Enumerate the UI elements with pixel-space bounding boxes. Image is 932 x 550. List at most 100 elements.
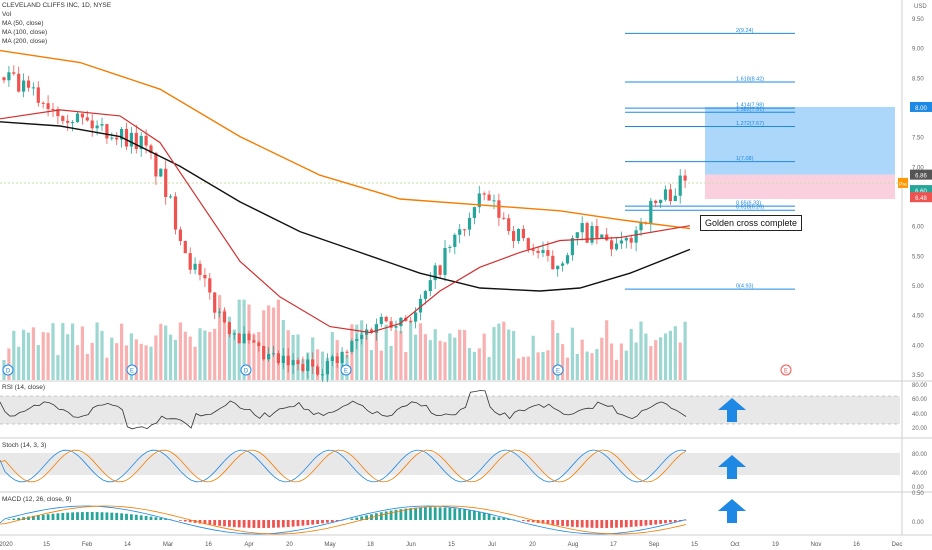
candle-body xyxy=(66,120,70,123)
currency-label: USD xyxy=(914,4,927,10)
volume-bar xyxy=(409,320,413,380)
stoch-tick-label: 40.00 xyxy=(912,471,928,477)
volume-bar xyxy=(183,331,187,380)
macd-hist-bar xyxy=(526,520,530,522)
macd-hist-bar xyxy=(164,518,168,520)
time-tick-label: Mar xyxy=(163,542,173,548)
candle-body xyxy=(472,207,476,218)
candle-body xyxy=(51,108,55,110)
candle-body xyxy=(325,361,329,375)
volume-bar xyxy=(634,342,638,380)
macd-hist-bar xyxy=(183,520,187,522)
candle-body xyxy=(203,274,207,279)
stoch-band xyxy=(0,453,900,475)
candle-body xyxy=(291,360,295,366)
ma100-line xyxy=(0,121,691,292)
candle-body xyxy=(71,122,75,124)
candle-body xyxy=(595,226,599,238)
macd-hist-bar xyxy=(360,516,364,520)
volume-bar xyxy=(271,307,276,380)
price-tick-label: 9.50 xyxy=(912,17,924,23)
event-marker xyxy=(240,364,252,376)
rsi-label: RSI (14, close) xyxy=(2,384,45,391)
macd-hist-bar xyxy=(134,514,138,520)
macd-hist-bar xyxy=(213,520,217,526)
volume-bar xyxy=(585,351,589,380)
macd-hist-bar xyxy=(281,520,285,528)
candle-body xyxy=(193,263,197,270)
macd-hist-bar xyxy=(438,507,442,520)
candle-body xyxy=(482,193,486,195)
macd-hist-bar xyxy=(414,507,417,520)
volume-bar xyxy=(7,348,11,380)
volume-bar xyxy=(472,351,476,380)
price-tick-label: 3.50 xyxy=(912,373,924,379)
time-tick-label: May xyxy=(324,542,335,548)
macd-hist-bar xyxy=(468,510,471,520)
time-tick-label: Aug xyxy=(568,542,579,548)
time-tick-label: Apr xyxy=(244,542,253,548)
macd-hist-bar xyxy=(433,507,437,520)
macd-hist-bar xyxy=(365,515,368,520)
volume-bar xyxy=(257,331,261,380)
volume-bar xyxy=(169,334,173,380)
macd-hist-bar xyxy=(237,520,241,528)
candle-body xyxy=(683,175,687,181)
candle-body xyxy=(301,364,305,372)
volume-bar xyxy=(144,345,148,380)
time-tick-label: Feb xyxy=(82,542,93,548)
volume-bar xyxy=(418,323,423,380)
candle-body xyxy=(394,326,398,328)
volume-bar xyxy=(178,322,182,380)
macd-hist-bar xyxy=(95,512,99,520)
macd-hist-bar xyxy=(188,520,192,523)
stoch-d-line xyxy=(0,449,687,483)
rsi-band xyxy=(0,396,900,424)
fib-level-label: 1(7.08) xyxy=(736,156,754,162)
volume-bar xyxy=(531,335,535,380)
time-tick-label: Jul xyxy=(488,542,496,548)
chart-title: CLEVELAND CLIFFS INC, 1D, NYSE xyxy=(2,2,112,9)
volume-bar xyxy=(389,345,393,380)
candle-body xyxy=(330,356,334,362)
macd-hist-bar xyxy=(575,520,579,528)
macd-hist-bar xyxy=(306,520,310,526)
candle-body xyxy=(271,353,276,355)
macd-hist-bar xyxy=(198,520,202,524)
candle-body xyxy=(46,103,50,109)
candle-body xyxy=(516,228,521,242)
rsi-tick-label: 60.00 xyxy=(912,397,928,403)
volume-bar xyxy=(139,343,143,380)
macd-hist-bar xyxy=(477,511,481,520)
volume-bar xyxy=(614,359,619,380)
time-tick-label: Sep xyxy=(649,542,660,548)
candle-body xyxy=(453,234,457,247)
volume-bar xyxy=(570,327,574,380)
candle-body xyxy=(438,265,442,275)
volume-bar xyxy=(129,333,133,380)
candle-body xyxy=(154,152,158,177)
candle-body xyxy=(124,128,129,147)
volume-bar xyxy=(404,352,408,380)
macd-hist-bar xyxy=(203,520,207,525)
candle-body xyxy=(173,196,178,230)
macd-hist-bar xyxy=(159,517,163,520)
time-tick-label: 19 xyxy=(772,542,779,548)
candle-body xyxy=(551,255,555,270)
macd-hist-bar xyxy=(673,520,677,522)
candle-body xyxy=(257,342,261,347)
candle-body xyxy=(178,229,182,242)
time-tick-label: 16 xyxy=(205,542,212,548)
stoch-tick-label: 80.00 xyxy=(912,452,928,458)
time-tick-label: 14 xyxy=(124,542,131,548)
candle-body xyxy=(134,132,138,150)
rsi-up-arrow-icon xyxy=(718,398,746,422)
volume-bar xyxy=(458,329,462,380)
stoch-k-line xyxy=(0,449,687,483)
candle-body xyxy=(22,80,26,92)
macd-hist-bar xyxy=(149,516,153,520)
candle-body xyxy=(26,80,31,88)
fib-level-label: 0(4.93) xyxy=(736,284,754,290)
macd-hist-bar xyxy=(355,517,359,520)
